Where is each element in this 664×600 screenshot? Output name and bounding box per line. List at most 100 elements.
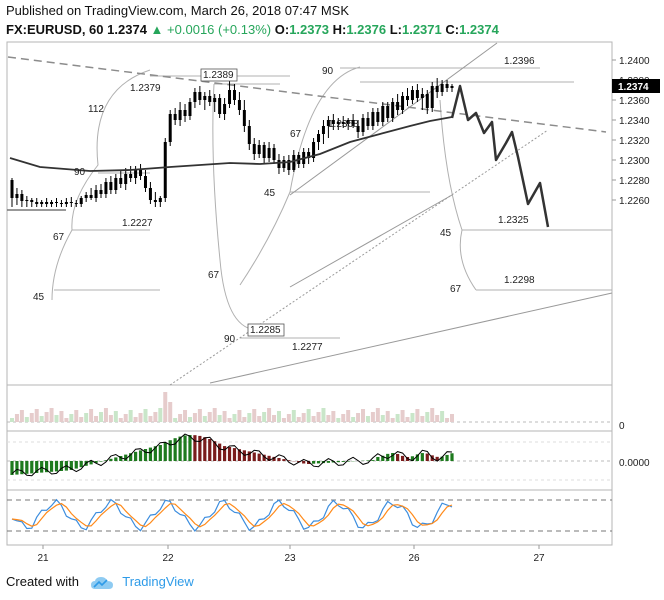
candle <box>59 200 63 207</box>
trend-lines <box>7 42 613 386</box>
oscillator-bar <box>366 460 370 461</box>
tradingview-brand[interactable]: TradingView <box>122 574 194 589</box>
price-tick-label: 1.2320 <box>619 136 650 147</box>
oscillator-bar <box>445 454 449 461</box>
candle-body <box>10 180 14 198</box>
volume-bar <box>98 412 103 422</box>
oscillator-bar <box>198 435 202 461</box>
volume-bar <box>232 414 237 422</box>
oscillator-bar <box>30 461 34 474</box>
candle-body <box>89 195 93 198</box>
high-value: 1.2376 <box>346 22 387 37</box>
candle-body <box>445 84 449 88</box>
oscillator-bar <box>391 453 395 461</box>
volume-bar <box>148 416 153 422</box>
volume-bar <box>281 418 286 422</box>
oscillator-bar <box>193 435 197 461</box>
candle <box>183 104 187 122</box>
candle <box>391 98 395 122</box>
candle-body <box>242 110 246 126</box>
time-tick-label: 21 <box>37 553 49 564</box>
candle-body <box>124 174 128 184</box>
candle-body <box>193 92 197 102</box>
volume-bar <box>237 410 242 422</box>
candle-body <box>158 198 162 202</box>
volume-bar <box>187 417 192 422</box>
candle <box>114 174 118 194</box>
oscillator-bar <box>410 456 415 461</box>
candle-body <box>94 190 98 198</box>
volume-bar <box>69 414 74 422</box>
oscillator-bar <box>119 456 123 461</box>
volume-bar <box>197 409 202 422</box>
oscillator-bar <box>237 449 242 461</box>
volume-bar <box>435 415 440 422</box>
candle <box>158 196 162 207</box>
volume-bar <box>331 411 336 422</box>
candle-body <box>371 112 375 126</box>
oscillator-bar <box>89 461 93 465</box>
candle-body <box>134 170 138 178</box>
candle-body <box>396 102 400 110</box>
oscillator-bar <box>386 453 390 461</box>
price-axis[interactable]: 1.24001.23801.23601.23401.23201.23001.22… <box>612 56 660 207</box>
candle <box>168 110 172 146</box>
oscillator-bar <box>371 460 375 461</box>
candle-body <box>361 118 365 132</box>
candle <box>45 198 49 207</box>
oscillator-bar <box>173 438 177 461</box>
candle-body <box>218 98 222 114</box>
volume-bar <box>24 417 29 422</box>
time-tick-label: 23 <box>284 553 296 564</box>
candle-body <box>45 202 49 204</box>
candle <box>20 190 24 207</box>
oscillator-bar <box>302 461 306 464</box>
candle-body <box>336 122 340 124</box>
candle-body <box>129 174 133 178</box>
candle <box>401 92 405 114</box>
candle-body <box>148 188 152 200</box>
candle <box>178 102 182 126</box>
oscillator-bar <box>74 461 78 469</box>
volume-bar <box>311 416 316 422</box>
channel-upper-line <box>289 42 498 196</box>
oscillator-bar <box>222 446 227 461</box>
candle-body <box>277 160 281 168</box>
oscillator-bar <box>45 461 49 473</box>
volume-bar <box>29 413 34 422</box>
cloud-logo-icon <box>90 576 113 589</box>
candle <box>129 166 133 182</box>
volume-tick-label: 0 <box>619 421 625 432</box>
oscillator-bar <box>232 448 237 461</box>
oscillator-bar <box>158 445 162 461</box>
candle-body <box>252 144 256 154</box>
candle <box>410 86 414 104</box>
price-label: 1.2277 <box>292 342 323 353</box>
oscillator-bar <box>54 461 59 472</box>
candle-body <box>326 120 330 126</box>
low-value: 1.2371 <box>401 22 442 37</box>
volume-bar <box>128 410 133 422</box>
time-axis[interactable]: 21 22 23 26 27 <box>37 545 545 564</box>
price-tick-label: 1.2300 <box>619 156 650 167</box>
candle <box>386 102 390 122</box>
candle <box>361 114 365 136</box>
stochastic-pane <box>7 498 612 532</box>
volume-bar <box>192 413 197 422</box>
footer: Created with TradingView <box>6 574 194 590</box>
oscillator-bar <box>435 456 439 461</box>
moving-average-line <box>9 116 453 172</box>
volume-bar <box>450 414 454 422</box>
candle-body <box>430 86 434 108</box>
volume-bar <box>49 408 54 422</box>
candle <box>435 78 439 98</box>
candle-body <box>232 90 236 100</box>
volume-bar <box>445 418 450 422</box>
volume-bar <box>118 418 123 422</box>
candle-body <box>317 134 321 142</box>
price-tick-label: 1.2260 <box>619 196 650 207</box>
volume-bar <box>257 416 262 422</box>
oscillator-bar <box>218 443 222 461</box>
candle-body <box>386 106 390 118</box>
